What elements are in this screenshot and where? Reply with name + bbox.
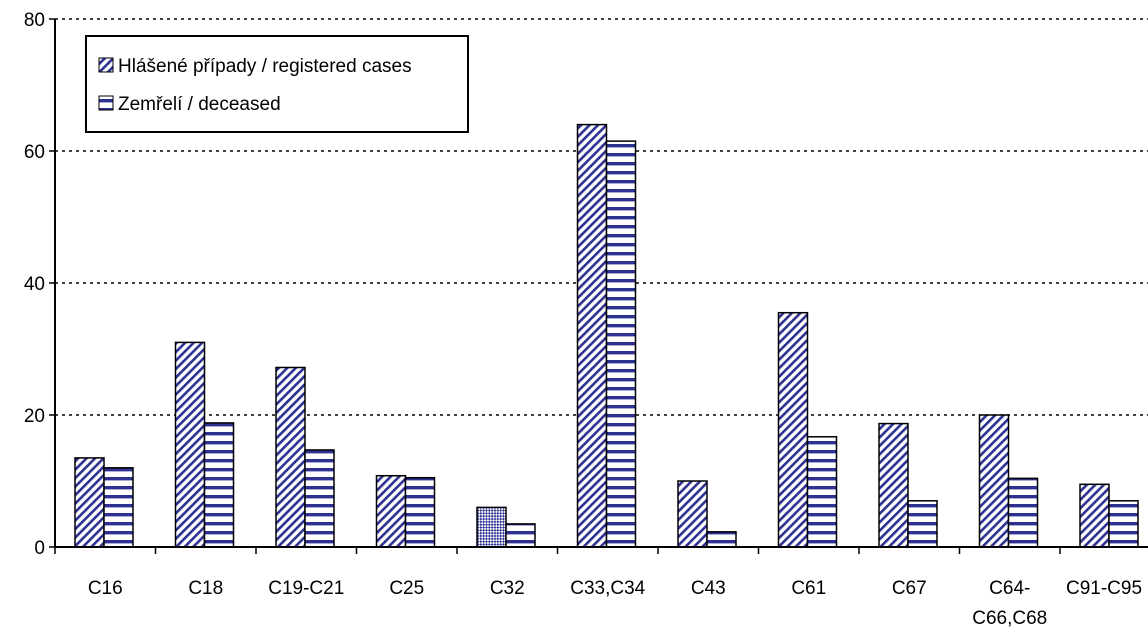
bar-deceased-C91-C95 [1108, 500, 1139, 548]
bar-registered-C18 [174, 341, 206, 548]
bar-registered-C61 [777, 311, 809, 548]
y-tick-label: 20 [24, 406, 45, 427]
legend-label-registered: Hlášené případy / registered cases [118, 56, 412, 77]
bar-deceased-C18 [203, 422, 235, 548]
x-tick-label: C91-C95 [1066, 578, 1142, 599]
x-tick-label: C66,C68 [972, 608, 1047, 629]
x-tick-label: C43 [691, 578, 726, 599]
legend: Hlášené případy / registered cases Zemře… [85, 35, 469, 133]
bar-deceased-C43 [706, 531, 737, 548]
x-tick-label: C33,C34 [570, 578, 645, 599]
bar-deceased-C67 [907, 500, 938, 548]
x-tick-label: C16 [88, 578, 123, 599]
bar-deceased-C16 [103, 467, 134, 548]
bar-registered-C67 [878, 422, 909, 548]
bar-registered-C16 [74, 457, 105, 548]
bar-deceased-C25 [404, 476, 436, 548]
x-tick-label: C67 [892, 578, 927, 599]
bar-deceased-C19-C21 [304, 449, 335, 548]
bar-deceased-C33,C34 [605, 140, 637, 548]
bar-registered-C25 [375, 474, 407, 548]
x-tick-label: C25 [389, 578, 424, 599]
bar-registered-C32 [476, 506, 507, 548]
bar-registered-C33,C34 [576, 123, 608, 548]
y-tick-label: 60 [24, 142, 45, 163]
x-tick-label: C64- [989, 578, 1030, 599]
bar-registered-C19-C21 [275, 366, 306, 548]
bar-registered-C43 [677, 480, 708, 548]
x-tick-label: C32 [490, 578, 525, 599]
bar-registered-C91-C95 [1079, 483, 1110, 548]
bars [74, 123, 1139, 548]
legend-box [85, 35, 469, 133]
legend-swatch-deceased [98, 95, 114, 111]
tick-labels: 0 20 40 60 80 C16 C18 C19-C21 C25 C32 C33,C34 C43 C6… [24, 10, 1142, 629]
y-tick-label: 40 [24, 274, 45, 295]
x-tick-label: C18 [188, 578, 223, 599]
y-tick-label: 80 [24, 10, 45, 31]
bar-registered-C64-C66,C68 [978, 414, 1010, 548]
axes [49, 18, 1148, 554]
y-tick-label: 0 [34, 538, 45, 559]
bar-deceased-C64-C66,C68 [1007, 477, 1039, 548]
bar-deceased-C32 [505, 523, 536, 548]
bar-deceased-C61 [806, 436, 838, 548]
x-tick-label: C61 [791, 578, 826, 599]
x-tick-label: C19-C21 [268, 578, 344, 599]
legend-label-deceased: Zemřelí / deceased [118, 94, 281, 115]
legend-swatch-registered [98, 57, 114, 73]
